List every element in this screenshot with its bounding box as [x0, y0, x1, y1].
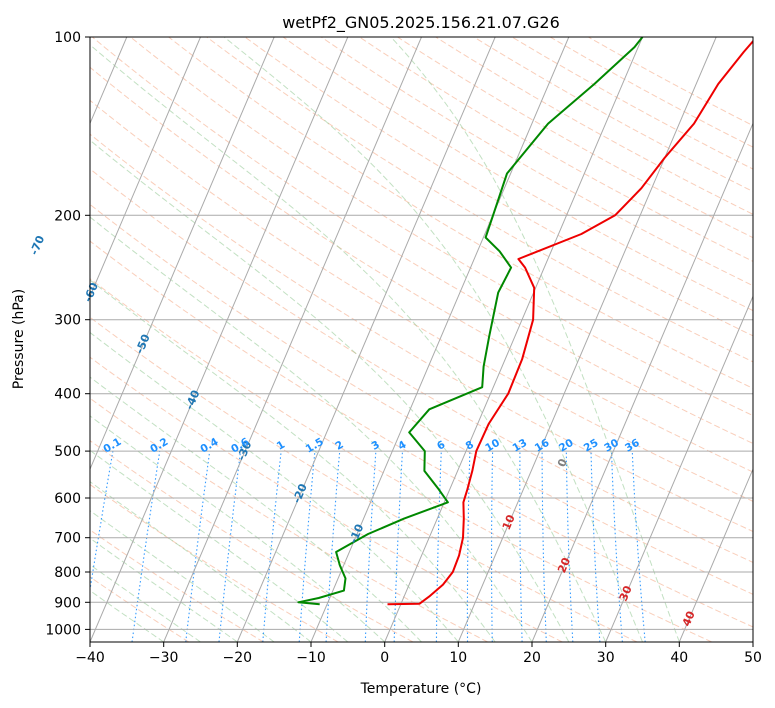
x-tick-label: −40 [75, 650, 105, 666]
x-tick-label: 40 [670, 650, 688, 666]
mixing-ratio-line [262, 451, 282, 642]
x-tick-label: 20 [523, 650, 541, 666]
y-tick-label: 1000 [45, 622, 81, 638]
dry-adiabat [473, 37, 753, 193]
plot-frame [89, 36, 754, 643]
isotherm-label: 20 [555, 555, 573, 574]
moist-adiabat [90, 331, 459, 642]
mixing-ratio-line [298, 451, 316, 642]
dry-adiabat [130, 37, 753, 417]
x-tick-label: 50 [744, 650, 762, 666]
x-tick-label: −30 [149, 650, 179, 666]
moist-adiabat [90, 279, 496, 642]
isotherm-line [236, 37, 496, 642]
y-tick-label: 200 [54, 208, 81, 224]
x-tick-label: −20 [223, 650, 253, 666]
moist-adiabat [90, 44, 607, 642]
y-tick-label: 800 [54, 565, 81, 581]
dry-adiabat [90, 316, 638, 642]
y-tick-label: 900 [54, 595, 81, 611]
moist-adiabat [90, 415, 386, 642]
x-tick-label: −10 [296, 650, 326, 666]
dewpoint-profile [297, 37, 644, 606]
y-tick-label: 500 [54, 444, 81, 460]
x-tick-label: 30 [597, 650, 615, 666]
isotherm-label: 10 [500, 512, 518, 531]
isotherm-line [605, 295, 753, 642]
dry-adiabat [90, 440, 414, 642]
axes: −40 −30 −20 −10 0 10 20 30 40 50 100 200 300 400 500 60… [45, 30, 762, 666]
dry-adiabat [90, 278, 712, 642]
mixing-ratio-line [631, 451, 646, 642]
dry-adiabat [90, 240, 753, 628]
y-tick-label: 400 [54, 387, 81, 403]
dry-adiabat [282, 37, 753, 312]
mixing-ratio-line [218, 451, 242, 642]
moist-adiabat [90, 481, 312, 642]
isotherm-line [90, 37, 349, 642]
isotherm-line [90, 37, 201, 298]
moist-adiabat [90, 449, 349, 642]
isotherm-label: 30 [617, 583, 635, 602]
mixing-ratio-line [90, 451, 114, 594]
y-axis-label: Pressure (hPa) [11, 289, 27, 389]
moist-adiabat [90, 376, 422, 642]
moist-adiabat [90, 537, 238, 642]
y-tick-label: 600 [54, 491, 81, 507]
dry-adiabat [90, 133, 753, 533]
dry-adiabat [206, 37, 753, 363]
dry-adiabat [91, 37, 753, 444]
dry-adiabat [90, 66, 753, 473]
temperature-profile [387, 39, 753, 606]
x-tick-label: 0 [380, 650, 389, 666]
dry-adiabat [168, 37, 753, 389]
mixing-ratio-line [185, 451, 211, 642]
moist-adiabat [90, 510, 275, 642]
isotherm-line [384, 37, 643, 642]
isotherm-line [678, 467, 753, 642]
isotherm-line [163, 37, 422, 642]
y-tick-label: 700 [54, 531, 81, 547]
data-series [297, 37, 753, 606]
isotherm-line [531, 122, 753, 642]
moist-adiabat [90, 564, 201, 642]
y-tick-label: 100 [54, 30, 81, 46]
dry-adiabat [90, 483, 339, 642]
dry-adiabat [549, 37, 753, 148]
isotherm-label: 40 [680, 609, 698, 628]
y-tick-label: 300 [54, 313, 81, 329]
dry-adiabat [435, 37, 753, 215]
moist-adiabat [90, 139, 570, 642]
moist-adiabat [223, 37, 643, 642]
x-axis-label: Temperature (°C) [360, 681, 482, 697]
chart-title: wetPf2_GN05.2025.156.21.07.G26 [282, 13, 560, 33]
isotherm-line [457, 37, 717, 642]
isotherm-line [90, 37, 275, 471]
moist-adiabat [390, 37, 680, 642]
dry-adiabat [320, 37, 753, 287]
x-tick-label: 10 [449, 650, 467, 666]
